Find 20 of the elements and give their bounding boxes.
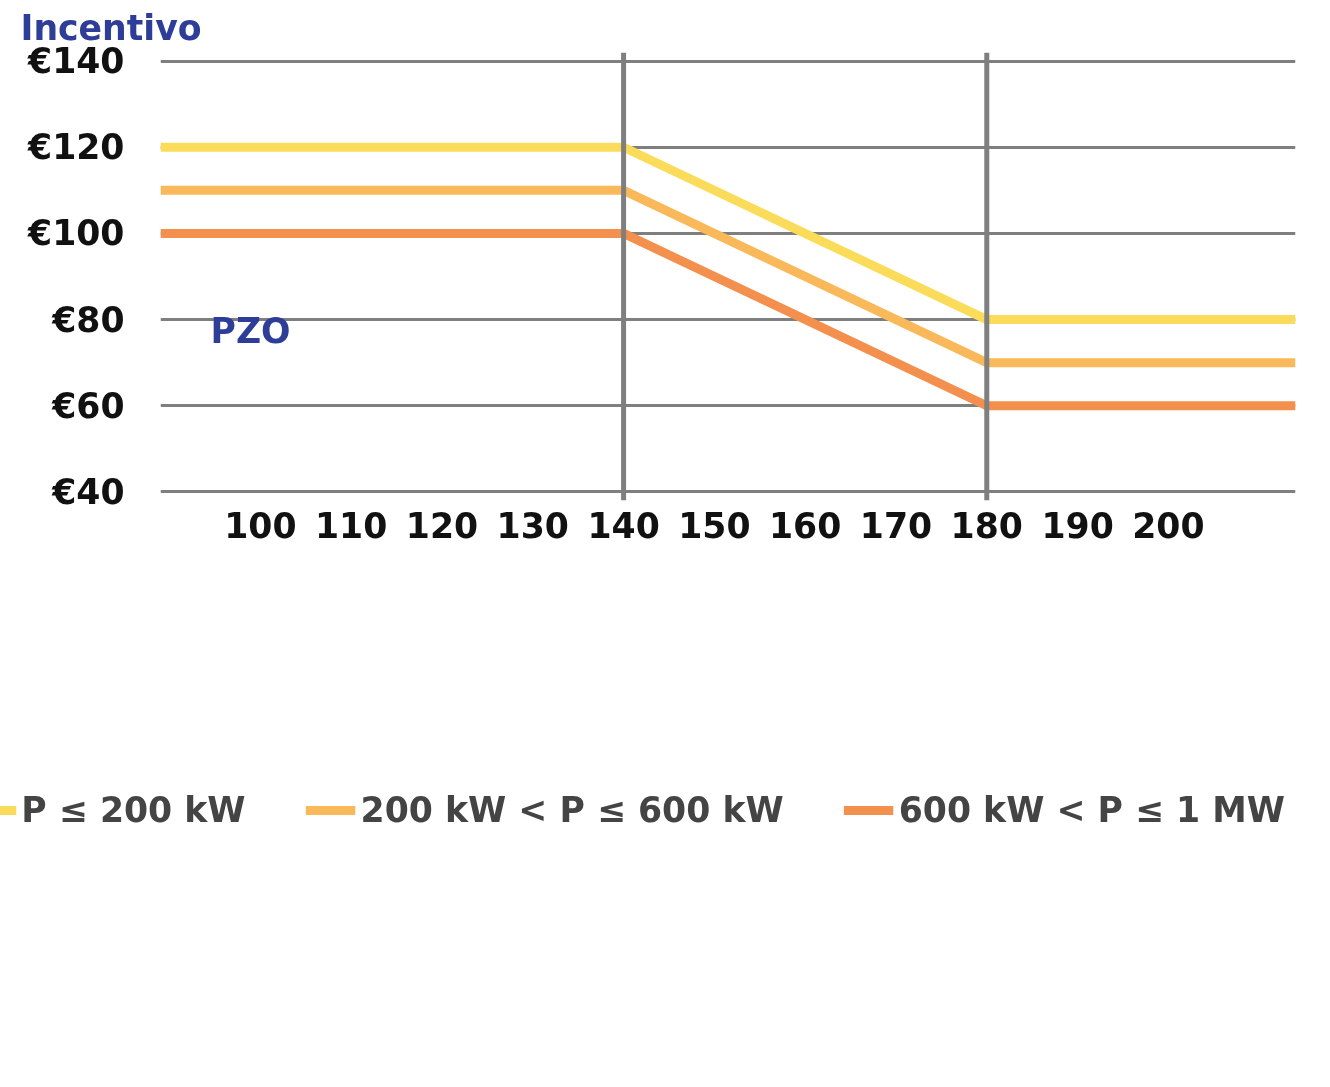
x-tick-label: 200 (1132, 505, 1205, 546)
y-tick-label: €100 (27, 213, 125, 254)
y-tick-label: €60 (51, 385, 125, 426)
y-tick-label: €120 (27, 127, 125, 168)
legend-label: 200 kW < P ≤ 600 kW (360, 790, 784, 830)
legend-label: 600 kW < P ≤ 1 MW (898, 790, 1285, 830)
x-tick-label: 120 (405, 505, 479, 546)
x-tick-label: 180 (950, 505, 1023, 546)
y-tick-label: €40 (51, 471, 125, 512)
x-tick-label: 130 (496, 505, 569, 546)
x-tick-label: 100 (224, 505, 297, 546)
x-tick-label: 160 (769, 505, 842, 546)
y-tick-label: €80 (51, 299, 125, 340)
x-tick-label: 170 (859, 505, 933, 546)
x-tick-label: 140 (587, 505, 660, 546)
x-axis-title: PZO (210, 310, 291, 351)
x-tick-label: 110 (315, 505, 388, 546)
x-tick-label: 150 (678, 505, 751, 546)
x-tick-label: 190 (1041, 505, 1114, 546)
legend-label: P ≤ 200 kW (21, 790, 246, 830)
